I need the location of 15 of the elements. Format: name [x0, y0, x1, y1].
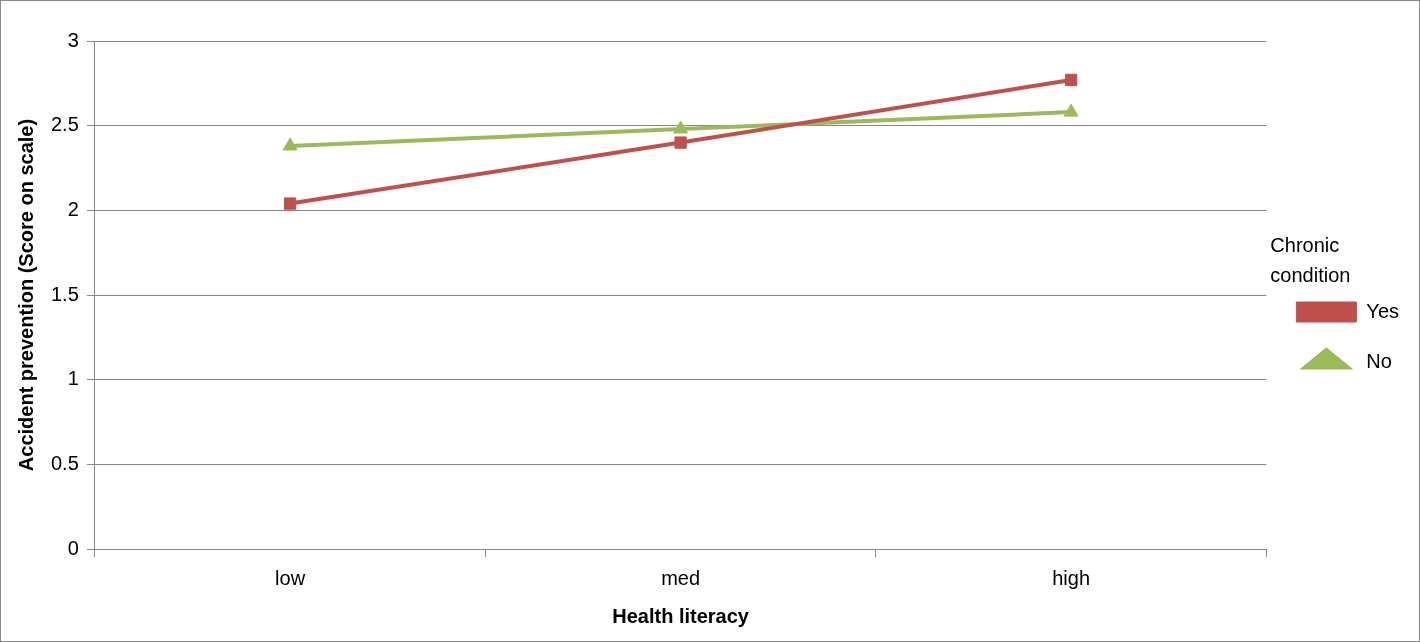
y-tick-label: 0 — [67, 536, 79, 559]
x-axis-title: Health literacy — [612, 604, 750, 627]
legend-label: No — [1366, 349, 1392, 372]
y-tick-label: 1 — [67, 367, 79, 390]
x-tick-label: low — [275, 566, 306, 589]
y-tick-label: 2 — [67, 197, 79, 220]
y-tick-label: 0.5 — [50, 451, 79, 474]
y-tick-label: 3 — [67, 28, 79, 51]
y-tick-label: 1.5 — [50, 282, 79, 305]
legend-label: Yes — [1366, 299, 1400, 322]
x-tick-label: med — [661, 566, 701, 589]
y-axis-title: Accident prevention (Score on scale) — [14, 118, 37, 472]
legend-title: Chronic condition — [1270, 234, 1351, 286]
x-tick-label: high — [1052, 566, 1091, 589]
y-tick-label: 2.5 — [50, 113, 79, 136]
